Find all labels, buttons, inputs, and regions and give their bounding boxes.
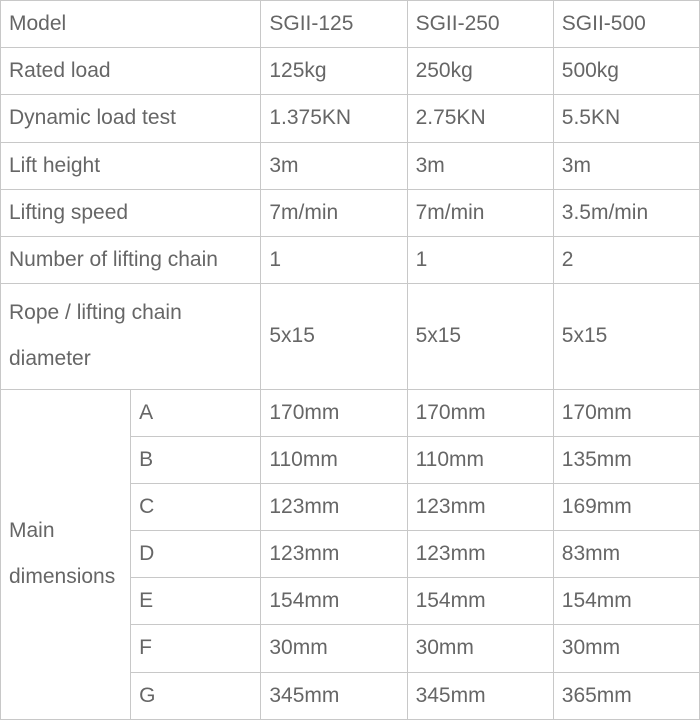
table-row: Rope / lifting chain diameter 5x15 5x15 …	[1, 284, 700, 389]
table-row: Model SGII-125 SGII-250 SGII-500	[1, 1, 700, 48]
cell-value: 110mm	[261, 436, 407, 483]
cell-value: 5x15	[407, 284, 553, 389]
cell-value: 30mm	[407, 625, 553, 672]
row-label: Lift height	[1, 142, 261, 189]
table-row: Dynamic load test 1.375KN 2.75KN 5.5KN	[1, 95, 700, 142]
cell-value: 2.75KN	[407, 95, 553, 142]
row-label: Rated load	[1, 48, 261, 95]
sub-label: C	[131, 483, 261, 530]
cell-value: 1	[261, 236, 407, 283]
model-header: SGII-500	[553, 1, 699, 48]
cell-value: 123mm	[407, 483, 553, 530]
cell-value: 169mm	[553, 483, 699, 530]
cell-value: 500kg	[553, 48, 699, 95]
cell-value: 154mm	[407, 578, 553, 625]
sub-label: F	[131, 625, 261, 672]
cell-value: 123mm	[261, 483, 407, 530]
cell-value: 7m/min	[261, 189, 407, 236]
cell-value: 170mm	[407, 389, 553, 436]
sub-label: D	[131, 531, 261, 578]
cell-value: 123mm	[261, 531, 407, 578]
cell-value: 1	[407, 236, 553, 283]
cell-value: 30mm	[553, 625, 699, 672]
spec-table: Model SGII-125 SGII-250 SGII-500 Rated l…	[0, 0, 700, 720]
table-row: Main dimensions A 170mm 170mm 170mm	[1, 389, 700, 436]
cell-value: 123mm	[407, 531, 553, 578]
cell-value: 3.5m/min	[553, 189, 699, 236]
cell-value: 154mm	[261, 578, 407, 625]
cell-value: 2	[553, 236, 699, 283]
sub-label: B	[131, 436, 261, 483]
row-label: Rope / lifting chain diameter	[1, 284, 261, 389]
table-row: Lifting speed 7m/min 7m/min 3.5m/min	[1, 189, 700, 236]
sub-label: G	[131, 672, 261, 719]
cell-value: 250kg	[407, 48, 553, 95]
table-row: Lift height 3m 3m 3m	[1, 142, 700, 189]
cell-value: 154mm	[553, 578, 699, 625]
cell-value: 3m	[261, 142, 407, 189]
table-row: Rated load 125kg 250kg 500kg	[1, 48, 700, 95]
cell-value: 83mm	[553, 531, 699, 578]
cell-value: 3m	[553, 142, 699, 189]
cell-value: 125kg	[261, 48, 407, 95]
model-header: SGII-125	[261, 1, 407, 48]
sub-label: E	[131, 578, 261, 625]
row-label: Lifting speed	[1, 189, 261, 236]
group-label: Main dimensions	[1, 389, 131, 719]
cell-value: 345mm	[407, 672, 553, 719]
cell-value: 3m	[407, 142, 553, 189]
row-label: Dynamic load test	[1, 95, 261, 142]
sub-label: A	[131, 389, 261, 436]
row-label: Number of lifting chain	[1, 236, 261, 283]
model-header: SGII-250	[407, 1, 553, 48]
cell-value: 170mm	[553, 389, 699, 436]
cell-value: 5x15	[553, 284, 699, 389]
cell-value: 5.5KN	[553, 95, 699, 142]
cell-value: 170mm	[261, 389, 407, 436]
cell-value: 1.375KN	[261, 95, 407, 142]
row-label: Model	[1, 1, 261, 48]
cell-value: 30mm	[261, 625, 407, 672]
table-row: Number of lifting chain 1 1 2	[1, 236, 700, 283]
cell-value: 365mm	[553, 672, 699, 719]
cell-value: 135mm	[553, 436, 699, 483]
cell-value: 345mm	[261, 672, 407, 719]
cell-value: 7m/min	[407, 189, 553, 236]
cell-value: 5x15	[261, 284, 407, 389]
cell-value: 110mm	[407, 436, 553, 483]
